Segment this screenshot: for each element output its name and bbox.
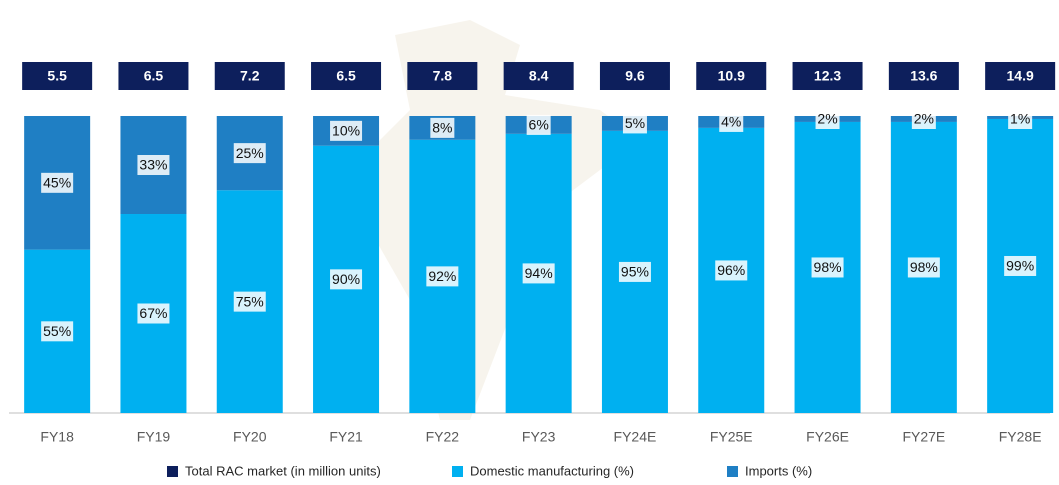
x-tick-label: FY18 [40, 429, 74, 445]
data-label: 6% [529, 117, 549, 133]
data-label: 98% [814, 259, 842, 275]
label-box [622, 113, 647, 134]
label-box [137, 155, 170, 176]
total-label: 5.5 [47, 68, 67, 84]
total-label: 12.3 [814, 68, 841, 84]
total-box [311, 62, 382, 90]
label-box [330, 120, 363, 141]
label-box [1004, 255, 1037, 276]
data-label: 8% [432, 120, 452, 136]
legend-swatch [727, 466, 738, 477]
label-box [907, 257, 940, 278]
x-tick-label: FY19 [137, 429, 171, 445]
data-label: 4% [721, 114, 741, 130]
data-label: 99% [1006, 258, 1034, 274]
data-label: 92% [428, 268, 456, 284]
legend-label: Domestic manufacturing (%) [470, 463, 634, 478]
total-label: 14.9 [1007, 68, 1034, 84]
total-label: 10.9 [718, 68, 745, 84]
total-label: 7.2 [240, 68, 260, 84]
x-tick-label: FY26E [806, 429, 849, 445]
total-box [599, 62, 670, 90]
data-label: 96% [717, 262, 745, 278]
label-box [233, 291, 266, 312]
x-tick-label: FY21 [329, 429, 363, 445]
x-tick-label: FY28E [999, 429, 1042, 445]
label-box [522, 263, 555, 284]
data-label: 98% [910, 259, 938, 275]
total-label: 6.5 [144, 68, 164, 84]
legend-swatch [452, 466, 463, 477]
total-label: 13.6 [910, 68, 937, 84]
x-tick-label: FY22 [426, 429, 460, 445]
data-label: 67% [139, 305, 167, 321]
total-box [118, 62, 189, 90]
x-tick-label: FY24E [614, 429, 657, 445]
x-tick-label: FY27E [902, 429, 945, 445]
data-label: 45% [43, 175, 71, 191]
total-label: 9.6 [625, 68, 645, 84]
total-box [214, 62, 285, 90]
x-tick-label: FY23 [522, 429, 556, 445]
label-box [41, 321, 74, 342]
label-box [137, 303, 170, 324]
data-label: 55% [43, 323, 71, 339]
data-label: 75% [236, 293, 264, 309]
total-label: 8.4 [529, 68, 549, 84]
total-label: 7.8 [433, 68, 453, 84]
data-label: 94% [525, 265, 553, 281]
data-label: 1% [1010, 111, 1030, 127]
label-box [911, 109, 936, 129]
data-label: 2% [817, 111, 837, 127]
total-box [696, 62, 767, 90]
label-box [41, 172, 74, 193]
total-box [503, 62, 574, 90]
legend-label: Imports (%) [745, 463, 812, 478]
label-box [430, 117, 455, 138]
data-label: 10% [332, 123, 360, 139]
data-label: 5% [625, 115, 645, 131]
label-box [426, 266, 459, 287]
label-box [1008, 109, 1033, 129]
x-tick-label: FY20 [233, 429, 267, 445]
label-box [618, 261, 651, 282]
data-label: 25% [236, 145, 264, 161]
label-box [330, 269, 363, 290]
label-box [526, 114, 551, 135]
total-box [792, 62, 863, 90]
label-box [815, 109, 840, 129]
label-box [715, 260, 748, 281]
label-box [811, 257, 844, 278]
x-tick-label: FY25E [710, 429, 753, 445]
total-box [888, 62, 959, 90]
legend-label: Total RAC market (in million units) [185, 463, 381, 478]
total-box [407, 62, 478, 90]
legend-swatch [167, 466, 178, 477]
label-box [719, 111, 744, 132]
total-box [985, 62, 1056, 90]
data-label: 90% [332, 271, 360, 287]
total-label: 6.5 [336, 68, 356, 84]
data-label: 33% [139, 157, 167, 173]
data-label: 2% [914, 111, 934, 127]
label-box [233, 143, 266, 164]
total-box [22, 62, 93, 90]
data-label: 95% [621, 264, 649, 280]
